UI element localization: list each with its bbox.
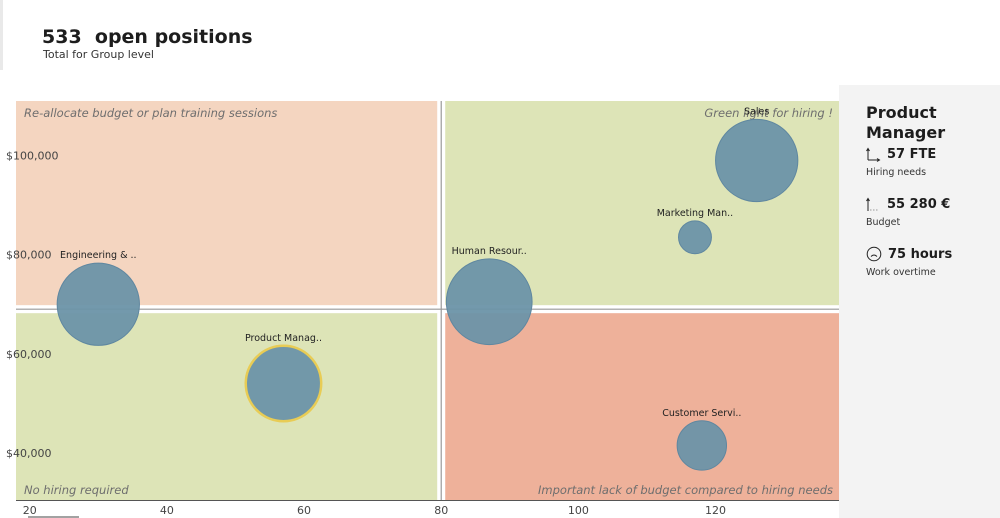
metric-label: Budget xyxy=(866,217,901,228)
page-subtitle: Total for Group level xyxy=(43,48,154,61)
bubble-label: Product Manag.. xyxy=(245,333,322,344)
bubble-label: Sales xyxy=(744,106,769,117)
y-tick-label: $80,000 xyxy=(6,249,52,262)
y-tick-label: $40,000 xyxy=(6,447,52,460)
quadrant-bottom-left xyxy=(16,313,438,500)
metric-hiring-needs: 57 FTE Hiring needs xyxy=(866,147,936,178)
y-tick-label: $100,000 xyxy=(6,150,59,163)
metric-work-overtime: 75 hours Work overtime xyxy=(866,246,953,279)
bubble-point xyxy=(445,258,533,346)
quadrant-label-top-left: Re-allocate budget or plan training sess… xyxy=(24,106,277,120)
quadrant-label-bottom-right: Important lack of budget compared to hir… xyxy=(538,483,833,497)
metric-budget: 55 280 € Budget xyxy=(866,197,950,228)
bubble-point xyxy=(678,220,712,255)
quadrant-label-top-right: Green light for hiring ! xyxy=(704,106,833,120)
bubble-label: Customer Servi.. xyxy=(662,408,741,419)
bubble-point xyxy=(244,344,323,423)
overtime-face-icon xyxy=(866,246,882,262)
x-tick-label: 100 xyxy=(568,504,589,517)
bubble-label: Engineering & .. xyxy=(60,250,137,261)
bubble-label: Marketing Man.. xyxy=(657,208,733,219)
detail-panel: Product Manager 57 FTE Hiring needs xyxy=(839,85,1000,518)
x-tick-label: 60 xyxy=(297,504,311,517)
header: 533 open positions Total for Group level xyxy=(0,0,1000,100)
x-tick-label: 20 xyxy=(23,504,37,517)
budget-axis-icon xyxy=(866,197,881,212)
metric-value: 75 hours xyxy=(888,246,953,262)
x-tick-label: 80 xyxy=(434,504,448,517)
metric-label: Work overtime xyxy=(866,267,936,278)
panel-title: Product Manager xyxy=(866,103,946,142)
metric-value: 57 FTE xyxy=(887,147,937,162)
quadrant-label-bottom-left: No hiring required xyxy=(24,483,129,497)
header-accent xyxy=(0,0,3,70)
bubble-point xyxy=(56,262,140,346)
x-tick-label: 120 xyxy=(705,504,726,517)
metric-label: Hiring needs xyxy=(866,167,927,178)
fte-axes-icon xyxy=(866,147,881,162)
metric-value: 55 280 € xyxy=(887,197,951,212)
quadrant-bottom-right xyxy=(445,313,839,500)
bubble-label: Human Resour.. xyxy=(452,246,527,257)
bubble-point xyxy=(715,118,799,203)
x-tick-label: 40 xyxy=(160,504,174,517)
page-title: 533 open positions xyxy=(42,26,253,48)
bubble-chart: Re-allocate budget or plan training sess… xyxy=(6,101,839,518)
y-tick-label: $60,000 xyxy=(6,348,52,361)
bubble-point xyxy=(676,420,728,471)
